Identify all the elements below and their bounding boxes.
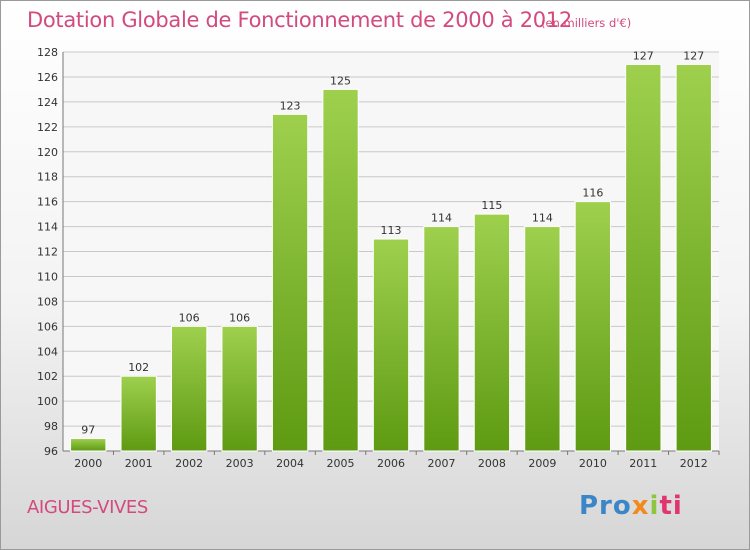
x-tick-label: 2008 [478,457,506,470]
x-tick-label: 2012 [680,457,708,470]
bar-2006 [372,238,410,452]
x-tick-label: 2000 [74,457,102,470]
data-label: 123 [280,99,301,112]
chart-unit: (en milliers d'€) [541,16,632,30]
bar-2012 [675,63,712,452]
bar-2000 [70,438,107,452]
data-label: 127 [633,49,654,62]
logo-part: i [649,491,660,521]
bar-2008 [473,213,511,452]
bar-2009 [524,226,561,452]
x-tick-label: 2009 [528,457,556,470]
y-tick-label: 110 [37,270,58,283]
logo-part: Pro [579,491,632,521]
data-label: 115 [481,199,502,212]
proxiti-logo: Proxiti [579,491,683,521]
data-label: 127 [683,49,704,62]
bar-2010 [574,201,612,452]
chart-title: Dotation Globale de Fonctionnement de 20… [27,8,572,32]
data-labels: 97 102 106 106 123 125 113 114 115 114 116 127 127 [81,49,704,436]
y-tick-label: 104 [37,345,58,358]
bar-2001 [120,375,157,452]
data-label: 106 [229,311,250,324]
y-tick-label: 96 [44,445,58,458]
x-tick-label: 2003 [226,457,254,470]
y-tick-label: 126 [37,71,58,84]
data-label: 97 [81,424,95,437]
data-label: 114 [532,212,553,225]
y-tick-label: 112 [37,246,58,259]
x-tick-label: 2006 [377,457,405,470]
tick-labels: 96 98 100 102 104 106 108 110 112 114 116 118 120 122… [37,46,708,470]
y-tick-label: 108 [37,295,58,308]
commune-name: AIGUES-VIVES [27,497,148,518]
bar-2007 [423,226,460,452]
y-tick-label: 124 [37,96,58,109]
logo-part: ti [659,491,683,521]
y-tick-label: 116 [37,196,58,209]
x-tick-label: 2002 [175,457,203,470]
bar-2003 [221,325,258,452]
bar-2005 [322,88,359,452]
y-tick-label: 128 [37,46,58,59]
data-label: 102 [128,361,149,374]
bar-2011 [625,63,662,452]
x-tick-label: 2011 [629,457,657,470]
data-label: 113 [381,224,402,237]
x-tick-label: 2005 [327,457,355,470]
data-label: 116 [582,187,603,200]
y-tick-label: 106 [37,320,58,333]
x-tick-label: 2004 [276,457,304,470]
bar-2004 [271,113,309,452]
y-tick-label: 98 [44,420,58,433]
logo-part: x [631,491,650,521]
data-label: 125 [330,74,351,87]
y-tick-label: 102 [37,370,58,383]
x-tick-label: 2007 [427,457,455,470]
y-tick-label: 120 [37,146,58,159]
bars [70,63,712,452]
bar-2002 [170,325,208,452]
y-tick-label: 114 [37,221,58,234]
data-label: 106 [179,311,200,324]
y-tick-label: 118 [37,171,58,184]
x-tick-label: 2010 [579,457,607,470]
y-tick-label: 100 [37,395,58,408]
y-tick-label: 122 [37,121,58,134]
data-label: 114 [431,212,452,225]
x-tick-label: 2001 [125,457,153,470]
